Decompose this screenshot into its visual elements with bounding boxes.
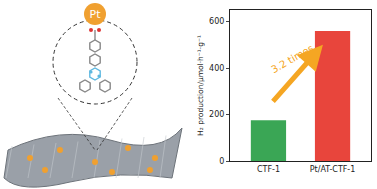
svg-text:200: 200: [209, 110, 224, 119]
svg-text:H₂ production/μmol·h⁻¹·g⁻¹: H₂ production/μmol·h⁻¹·g⁻¹: [196, 35, 205, 136]
svg-text:400: 400: [209, 64, 224, 73]
svg-text:0: 0: [219, 157, 224, 166]
svg-text:600: 600: [209, 17, 224, 26]
svg-text:3.2 times: 3.2 times: [269, 42, 315, 75]
svg-text:CTF-1: CTF-1: [257, 165, 280, 174]
svg-text:Pt/AT-CTF-1: Pt/AT-CTF-1: [310, 165, 356, 174]
svg-text:Pt: Pt: [90, 8, 102, 21]
